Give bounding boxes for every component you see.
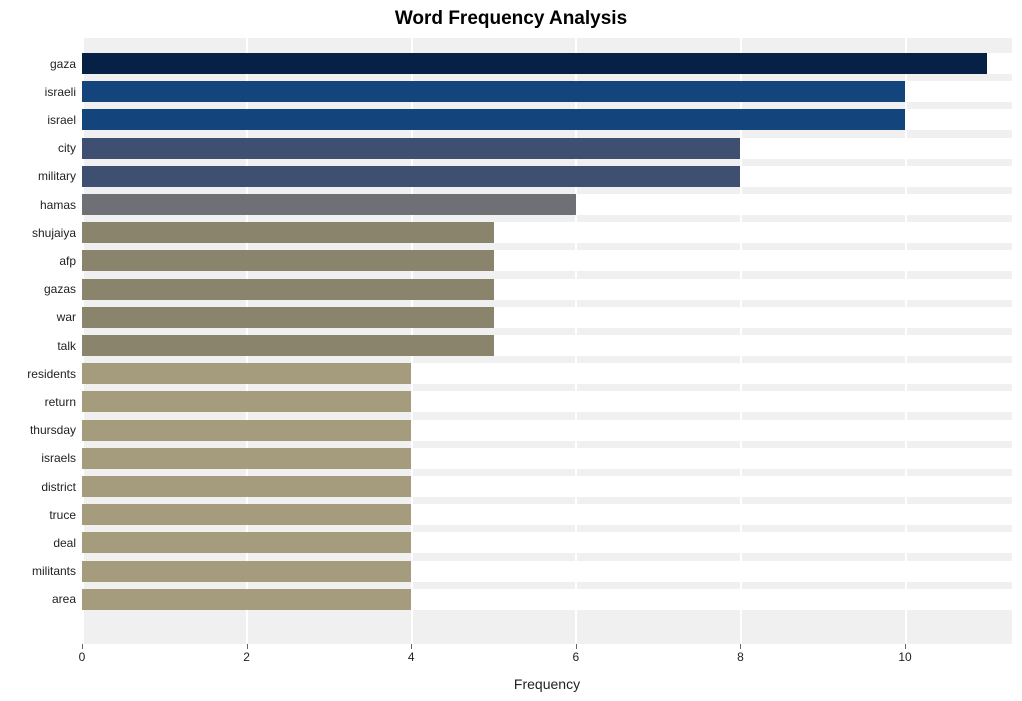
grid-band xyxy=(82,441,1012,448)
bar-militants xyxy=(82,561,411,582)
x-tick-label: 8 xyxy=(737,650,744,664)
x-tick-label: 2 xyxy=(243,650,250,664)
bar-israeli xyxy=(82,81,905,102)
grid-band xyxy=(82,384,1012,391)
y-label-shujaiya: shujaiya xyxy=(32,226,82,240)
y-label-area: area xyxy=(52,592,82,606)
y-label-war: war xyxy=(57,310,82,324)
grid-band xyxy=(82,497,1012,504)
y-label-gazas: gazas xyxy=(44,282,82,296)
y-label-military: military xyxy=(38,169,82,183)
y-label-gaza: gaza xyxy=(50,57,82,71)
grid-band xyxy=(82,582,1012,589)
x-tick-mark xyxy=(905,644,906,649)
grid-band xyxy=(82,469,1012,476)
x-tick-label: 6 xyxy=(572,650,579,664)
bar-truce xyxy=(82,504,411,525)
grid-band xyxy=(82,215,1012,222)
bar-israel xyxy=(82,109,905,130)
bar-deal xyxy=(82,532,411,553)
bar-return xyxy=(82,391,411,412)
y-label-district: district xyxy=(41,480,82,494)
x-tick-label: 10 xyxy=(898,650,911,664)
bar-talk xyxy=(82,335,494,356)
grid-band xyxy=(82,187,1012,194)
grid-band xyxy=(82,130,1012,137)
y-label-israels: israels xyxy=(41,451,82,465)
y-label-israel: israel xyxy=(47,113,82,127)
bar-military xyxy=(82,166,740,187)
bar-israels xyxy=(82,448,411,469)
x-tick-label: 0 xyxy=(79,650,86,664)
x-tick-mark xyxy=(411,644,412,649)
grid-band xyxy=(82,412,1012,419)
bar-afp xyxy=(82,250,494,271)
chart-container: Word Frequency Analysis gazaisraeliisrae… xyxy=(0,0,1022,701)
x-tick-label: 4 xyxy=(408,650,415,664)
y-label-city: city xyxy=(58,141,82,155)
grid-band xyxy=(82,74,1012,81)
bar-district xyxy=(82,476,411,497)
y-label-residents: residents xyxy=(27,367,82,381)
x-tick-mark xyxy=(740,644,741,649)
grid-band xyxy=(82,328,1012,335)
x-axis-label: Frequency xyxy=(82,676,1012,692)
y-label-deal: deal xyxy=(53,536,82,550)
y-label-talk: talk xyxy=(57,339,82,353)
x-tick-mark xyxy=(576,644,577,649)
bar-area xyxy=(82,589,411,610)
bar-gaza xyxy=(82,53,987,74)
grid-band xyxy=(82,102,1012,109)
x-tick-mark xyxy=(247,644,248,649)
y-label-afp: afp xyxy=(59,254,82,268)
bar-shujaiya xyxy=(82,222,494,243)
bar-residents xyxy=(82,363,411,384)
bar-thursday xyxy=(82,420,411,441)
y-label-thursday: thursday xyxy=(30,423,82,437)
grid-band xyxy=(82,356,1012,363)
grid-band xyxy=(82,300,1012,307)
grid-band xyxy=(82,525,1012,532)
plot-area: gazaisraeliisraelcitymilitaryhamasshujai… xyxy=(82,38,1012,644)
grid-band xyxy=(82,243,1012,250)
y-label-militants: militants xyxy=(32,564,82,578)
x-tick-mark xyxy=(82,644,83,649)
chart-title: Word Frequency Analysis xyxy=(0,8,1022,30)
y-label-truce: truce xyxy=(49,508,82,522)
grid-band xyxy=(82,38,1012,53)
grid-band xyxy=(82,159,1012,166)
grid-band xyxy=(82,271,1012,278)
grid-band xyxy=(82,610,1012,644)
y-label-israeli: israeli xyxy=(45,85,82,99)
bar-hamas xyxy=(82,194,576,215)
y-label-return: return xyxy=(45,395,82,409)
y-label-hamas: hamas xyxy=(40,198,82,212)
grid-band xyxy=(82,553,1012,560)
bar-war xyxy=(82,307,494,328)
bar-gazas xyxy=(82,279,494,300)
bar-city xyxy=(82,138,740,159)
